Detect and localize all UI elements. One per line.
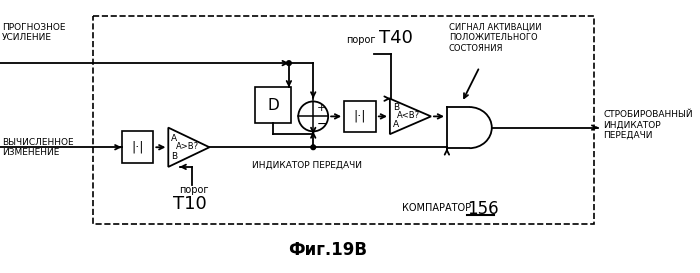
- Text: A: A: [393, 120, 399, 129]
- Text: +: +: [317, 103, 326, 113]
- Text: B: B: [393, 103, 399, 112]
- Text: B: B: [171, 152, 177, 161]
- Text: Т40: Т40: [379, 29, 412, 48]
- Text: A>B?: A>B?: [176, 142, 199, 151]
- Text: |·|: |·|: [131, 141, 144, 154]
- Text: ВЫЧИСЛЕННОЕ
ИЗМЕНЕНИЕ: ВЫЧИСЛЕННОЕ ИЗМЕНЕНИЕ: [2, 138, 73, 157]
- Text: СТРОБИРОВАННЫЙ
ИНДИКАТОР
ПЕРЕДАЧИ: СТРОБИРОВАННЫЙ ИНДИКАТОР ПЕРЕДАЧИ: [603, 110, 693, 140]
- Text: D: D: [267, 98, 279, 113]
- Bar: [94, 16, 594, 224]
- Text: Т10: Т10: [173, 195, 206, 213]
- Text: A<B?: A<B?: [398, 111, 421, 120]
- Bar: [122, 131, 153, 163]
- Text: |·|: |·|: [354, 110, 366, 123]
- Text: Фиг.19В: Фиг.19В: [288, 241, 367, 259]
- Bar: [344, 100, 376, 132]
- Text: СИГНАЛ АКТИВАЦИИ
ПОЛОЖИТЕЛЬНОГО
СОСТОЯНИЯ: СИГНАЛ АКТИВАЦИИ ПОЛОЖИТЕЛЬНОГО СОСТОЯНИ…: [449, 23, 541, 53]
- Text: 156: 156: [468, 200, 499, 218]
- Text: ИНДИКАТОР ПЕРЕДАЧИ: ИНДИКАТОР ПЕРЕДАЧИ: [253, 160, 363, 169]
- Text: A: A: [171, 134, 177, 143]
- Circle shape: [286, 61, 291, 66]
- Text: порог: порог: [346, 35, 375, 45]
- Circle shape: [311, 145, 316, 150]
- Text: КОМПАРАТОР: КОМПАРАТОР: [402, 203, 471, 213]
- Text: −: −: [317, 118, 328, 131]
- Bar: [256, 87, 290, 123]
- Text: порог: порог: [179, 185, 209, 195]
- Text: ПРОГНОЗНОЕ
УСИЛЕНИЕ: ПРОГНОЗНОЕ УСИЛЕНИЕ: [2, 23, 65, 42]
